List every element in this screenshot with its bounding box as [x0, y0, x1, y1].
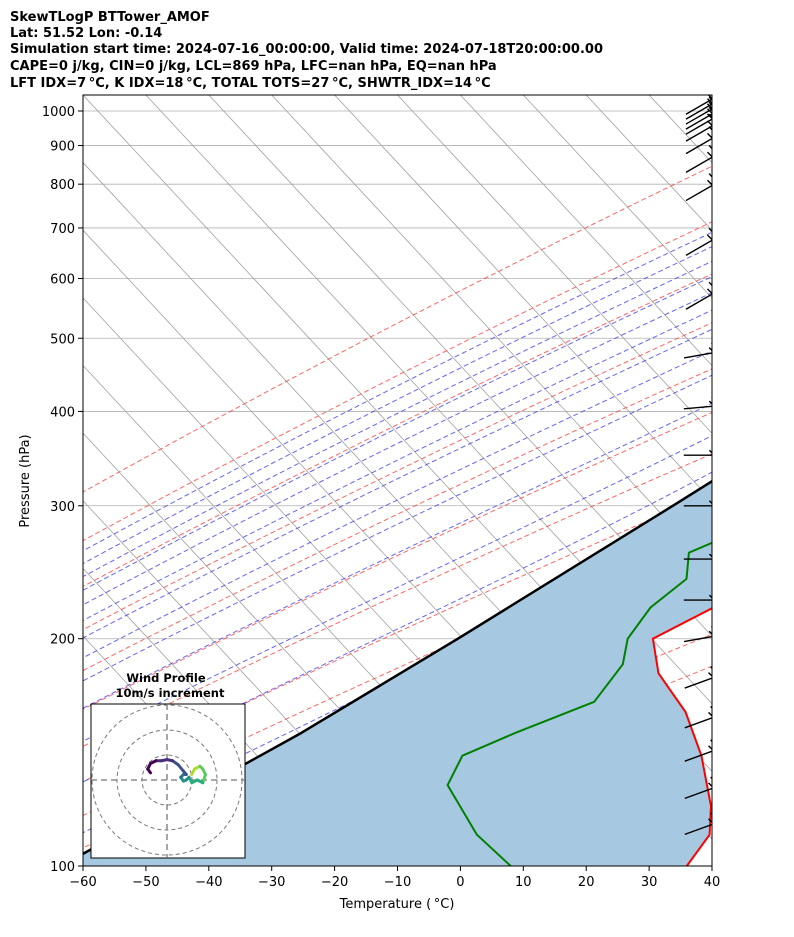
wind-barb-flag — [708, 113, 712, 119]
dewpoint-profile-line — [446, 541, 712, 866]
dry-adiabat-line — [83, 411, 712, 710]
wind-barb — [683, 396, 712, 410]
wind-barb-staff — [683, 352, 712, 359]
wind-barb-flag — [711, 590, 712, 593]
isotherm-line — [208, 95, 712, 637]
hodograph-trace-segment — [146, 767, 152, 775]
title-line-2: Lat: 51.52 Lon: -0.14 — [10, 26, 162, 41]
isotherm-line — [271, 95, 712, 570]
isotherm-line — [585, 95, 712, 231]
temperature-profile-line — [651, 607, 712, 866]
isotherm-line — [523, 95, 712, 299]
isotherm-line — [397, 95, 712, 434]
x-tick-label: −20 — [321, 875, 348, 890]
y-tick-label: 900 — [50, 140, 75, 155]
wind-barb-flag — [708, 126, 712, 131]
wind-barb-layer — [683, 95, 712, 836]
moist-adiabat-line — [83, 374, 712, 682]
wind-barb-flag — [708, 672, 712, 678]
parcel-profile-line — [83, 479, 712, 856]
isotherm-line — [711, 95, 712, 96]
moist-adiabat-line — [83, 292, 712, 606]
y-tick-label: 500 — [50, 332, 75, 347]
wind-barb-flag — [711, 396, 712, 399]
wind-barb-staff — [684, 787, 712, 800]
hodograph-subtitle: 10m/s increment — [116, 686, 225, 700]
wind-barb-flag — [708, 144, 712, 150]
title-line-5: LFT IDX=7 °C, K IDX=18 °C, TOTAL TOTS=27… — [10, 76, 491, 91]
wind-barb — [683, 342, 712, 359]
isotherm-line — [460, 95, 712, 367]
hodograph-title: Wind Profile — [126, 671, 206, 685]
wind-barb-flag — [708, 711, 712, 717]
hodograph-inset: Wind Profile 10m/s increment — [90, 671, 246, 859]
moist-adiabat-line — [83, 309, 712, 622]
y-tick-label: 100 — [50, 860, 75, 875]
wind-barb-flag — [708, 745, 712, 751]
wind-barb-flag — [708, 96, 712, 102]
x-tick-label: −10 — [384, 875, 411, 890]
x-tick-label: 20 — [578, 875, 595, 890]
moist-adiabat-line — [83, 402, 712, 709]
wind-barb-staff — [684, 677, 712, 689]
wind-barb-flag — [710, 342, 712, 345]
moist-adiabat-line — [83, 350, 712, 659]
y-tick-label: 700 — [50, 222, 75, 237]
isotherm-line — [334, 95, 712, 502]
x-tick-label: −50 — [132, 875, 159, 890]
title-line-1: SkewTLogP BTTower_AMOF — [10, 10, 210, 25]
y-tick-label: 400 — [50, 405, 75, 420]
profile-layer — [83, 479, 712, 866]
dry-adiabat-line — [83, 165, 712, 493]
wind-barb-staff — [684, 823, 712, 836]
x-tick-label: −60 — [69, 875, 96, 890]
x-axis-ticks: −60 −50 −40 −30 −20 −10 0 10 20 30 40 — [69, 866, 720, 890]
x-tick-label: −30 — [258, 875, 285, 890]
y-tick-label: 800 — [50, 178, 75, 193]
title-line-3: Simulation start time: 2024-07-16_00:00:… — [10, 42, 603, 57]
chart-title-block: SkewTLogP BTTower_AMOF Lat: 51.52 Lon: -… — [10, 10, 603, 91]
dry-adiabat-line — [83, 273, 712, 588]
wind-barb-staff — [684, 717, 712, 729]
x-tick-label: 0 — [456, 875, 464, 890]
moist-adiabat-line — [83, 260, 712, 578]
y-axis-label: Pressure (hPa) — [18, 434, 33, 527]
x-axis-label: Temperature ( °C) — [339, 897, 455, 912]
wind-barb-flag — [708, 281, 712, 287]
x-tick-label: −40 — [195, 875, 222, 890]
moist-adiabat-line — [83, 246, 712, 565]
y-axis-ticks: 1000 900 800 700 600 500 400 300 200 100 — [42, 105, 83, 875]
wind-barb-flag — [708, 227, 712, 233]
dry-adiabat-line — [83, 221, 712, 542]
wind-barb-staff — [683, 405, 712, 410]
y-tick-label: 300 — [50, 500, 75, 515]
wind-barb-flag — [708, 782, 712, 788]
x-tick-label: 30 — [641, 875, 658, 890]
wind-barb-staff — [684, 750, 712, 762]
wind-barb-flag — [708, 818, 712, 824]
y-tick-label: 600 — [50, 272, 75, 287]
x-tick-label: 10 — [515, 875, 532, 890]
wind-barb-flag — [710, 625, 712, 628]
title-line-4: CAPE=0 j/kg, CIN=0 j/kg, LCL=869 hPa, LF… — [10, 59, 497, 74]
wind-barb-flag — [711, 549, 712, 552]
wind-barb — [683, 625, 712, 643]
wind-barb-flag — [711, 446, 712, 448]
moist-adiabat-line — [83, 276, 712, 591]
wind-barb-flag — [708, 173, 712, 178]
wind-barb-flag — [708, 101, 712, 107]
hodograph-plot — [91, 704, 245, 858]
x-tick-label: 40 — [704, 875, 721, 890]
y-tick-label: 1000 — [42, 105, 75, 120]
wind-barb-flag — [708, 106, 712, 112]
wind-barb-flag — [711, 496, 712, 499]
isotherm-line — [145, 95, 712, 705]
wind-barb-staff — [683, 635, 712, 643]
moist-adiabat-line — [83, 231, 712, 552]
wind-barb — [683, 446, 712, 456]
y-tick-label: 200 — [50, 633, 75, 648]
